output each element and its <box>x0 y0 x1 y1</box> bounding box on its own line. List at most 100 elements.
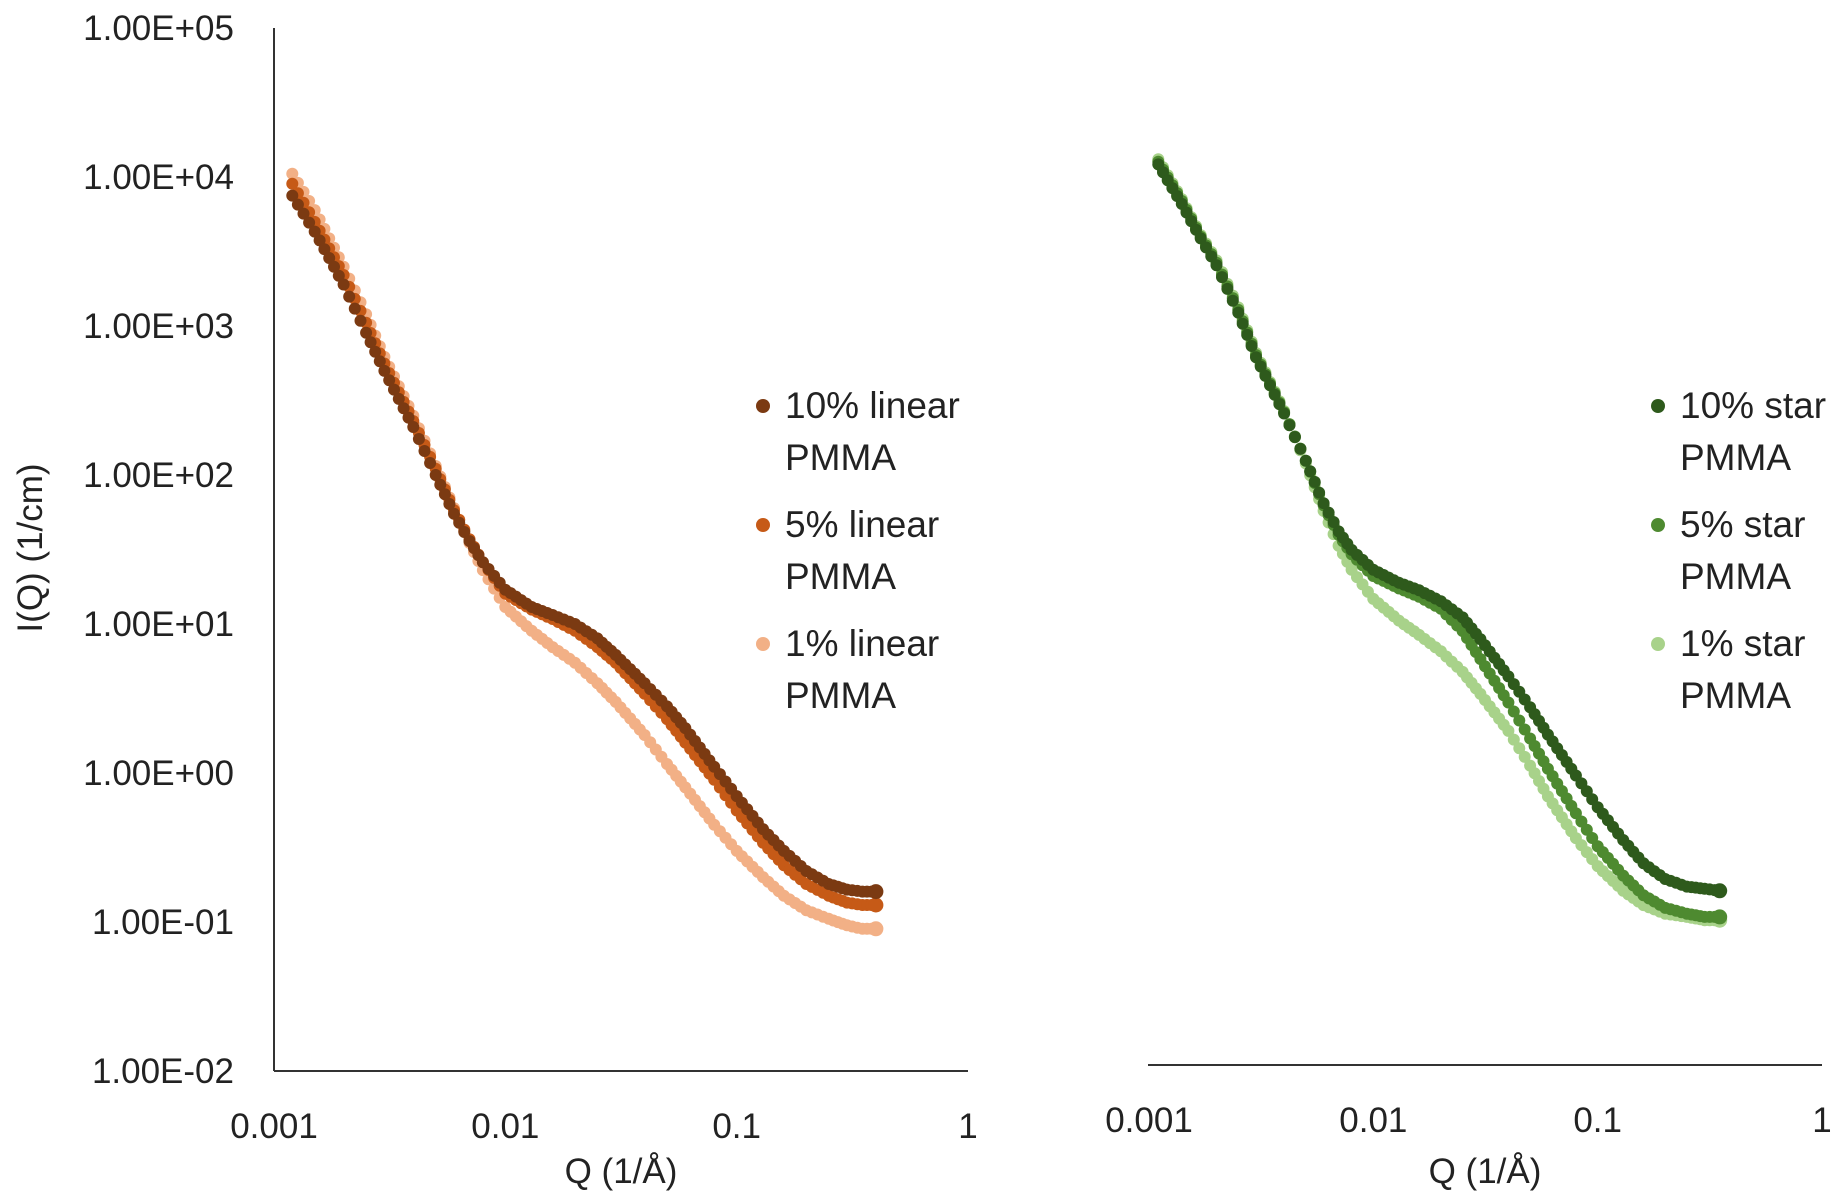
x-tick-label: 0.01 <box>1339 1101 1407 1140</box>
y-tick-labels: 1.00E-02 1.00E-01 1.00E+00 1.00E+01 1.00E+02… <box>83 9 234 1091</box>
data-point <box>1232 306 1245 319</box>
legend-label: PMMA <box>1680 675 1791 716</box>
data-point <box>1241 328 1254 341</box>
legend-label: PMMA <box>785 556 896 597</box>
y-tick-label: 1.00E+03 <box>83 307 234 346</box>
legend-marker <box>756 518 770 532</box>
data-point <box>1245 340 1258 352</box>
data-point <box>424 457 437 469</box>
data-point <box>443 498 456 510</box>
x-tick-label: 0.1 <box>712 1107 761 1146</box>
legend-label: PMMA <box>785 437 896 478</box>
data-point <box>438 488 451 501</box>
data-point <box>1507 733 1520 746</box>
data-point <box>1513 742 1526 755</box>
legend-marker <box>1651 518 1665 532</box>
data-point <box>1283 419 1296 432</box>
y-tick-label: 1.00E+05 <box>83 9 234 48</box>
data-point <box>458 526 471 538</box>
chart-star-pmma: 0.001 0.01 0.1 1 Q (1/Å) 10% star PMMA 5% sta… <box>1105 153 1832 1191</box>
y-tick-label: 1.00E-01 <box>92 903 234 942</box>
data-point <box>308 225 321 238</box>
x-tick-labels: 0.001 0.01 0.1 1 <box>1105 1101 1832 1140</box>
data-point <box>1327 516 1340 528</box>
data-point <box>323 252 336 264</box>
data-point <box>369 345 382 358</box>
data-point <box>412 433 425 445</box>
data-point <box>1210 259 1223 272</box>
data-point <box>1518 750 1531 763</box>
legend: 10% linear PMMA 5% linear PMMA 1% linear PMMA <box>756 385 960 716</box>
legend-label: 1% star <box>1680 623 1805 664</box>
legend-label: 1% linear <box>785 623 939 664</box>
data-point <box>1294 442 1307 455</box>
data-point <box>364 336 377 349</box>
series-0 <box>1152 158 1728 899</box>
data-point <box>388 383 400 396</box>
data-point <box>1278 407 1291 420</box>
chart-linear-pmma: 1.00E-02 1.00E-01 1.00E+00 1.00E+01 1.00E+02… <box>11 9 978 1191</box>
data-point <box>407 421 420 433</box>
x-tick-label: 0.001 <box>1105 1101 1193 1140</box>
data-point <box>1313 486 1326 499</box>
data-point <box>378 364 391 377</box>
series-2 <box>1152 153 1728 928</box>
data-point <box>1205 250 1218 263</box>
legend-label: PMMA <box>1680 556 1791 597</box>
data-point <box>1513 714 1526 727</box>
legend-marker <box>1651 637 1665 651</box>
data-point <box>1268 388 1281 401</box>
data-point <box>392 392 405 405</box>
data-point <box>1221 282 1234 295</box>
y-tick-label: 1.00E+01 <box>83 605 234 644</box>
legend-label: 5% star <box>1680 504 1805 545</box>
data-points <box>286 167 884 937</box>
data-points <box>1152 153 1728 928</box>
legend-label: 5% linear <box>785 504 939 545</box>
series-2 <box>286 167 884 937</box>
y-tick-label: 1.00E+04 <box>83 158 234 197</box>
data-point <box>297 207 310 220</box>
legend-label: PMMA <box>1680 437 1791 478</box>
legend: 10% star PMMA 5% star PMMA 1% star PMMA <box>1651 385 1826 716</box>
data-point <box>448 507 460 520</box>
data-point <box>286 167 299 180</box>
data-point <box>303 216 316 229</box>
data-point <box>337 278 350 291</box>
data-point <box>383 374 396 387</box>
data-point <box>1194 232 1207 245</box>
data-point <box>429 469 442 481</box>
y-axis-title: I(Q) (1/cm) <box>11 463 50 632</box>
data-point <box>291 198 304 211</box>
x-axis-title: Q (1/Å) <box>1429 1152 1542 1191</box>
data-point <box>402 411 415 424</box>
x-tick-labels: 0.001 0.01 0.1 1 <box>230 1107 978 1146</box>
data-point <box>1502 724 1515 737</box>
x-tick-label: 0.1 <box>1573 1101 1622 1140</box>
data-point <box>360 326 373 339</box>
data-point <box>1308 475 1321 488</box>
data-point <box>868 921 884 937</box>
data-point <box>1507 705 1520 718</box>
y-tick-label: 1.00E+00 <box>83 754 234 793</box>
y-tick-label: 1.00E-02 <box>92 1052 234 1091</box>
data-point <box>1322 506 1335 519</box>
data-point <box>286 177 299 190</box>
data-point <box>348 302 361 315</box>
data-point <box>1226 294 1239 307</box>
data-point <box>1264 379 1276 392</box>
series-1 <box>286 177 884 913</box>
data-point <box>868 884 884 900</box>
data-point <box>1502 696 1515 709</box>
legend-marker <box>1651 399 1665 413</box>
data-point <box>1254 360 1267 373</box>
data-point <box>1712 883 1728 899</box>
x-tick-label: 0.01 <box>471 1107 539 1146</box>
data-point <box>373 355 386 368</box>
data-point <box>1200 241 1212 254</box>
data-point <box>332 269 345 282</box>
data-point <box>328 260 340 273</box>
data-point <box>1259 369 1272 382</box>
series-1 <box>1152 155 1728 925</box>
